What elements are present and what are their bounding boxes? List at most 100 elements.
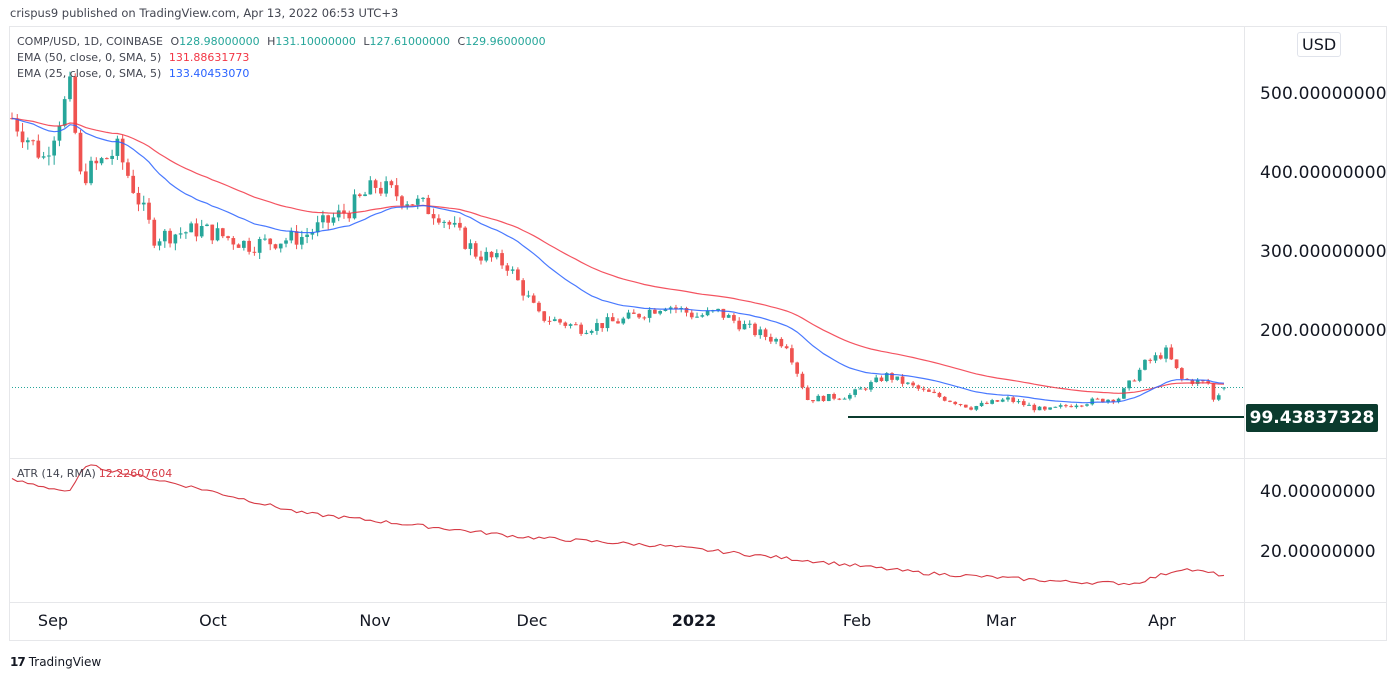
candle-body [721,308,726,318]
tradingview-branding[interactable]: 17 TradingView [10,655,101,669]
ema50-legend[interactable]: EMA (50, close, 0, SMA, 5) 131.88631773 [17,51,249,64]
candle-body [210,224,215,241]
candle-body [1100,398,1105,403]
candle-body [73,76,78,133]
candle-body [120,138,125,163]
candle-body [1064,405,1068,407]
candle-body [758,329,763,336]
candle-body [573,324,578,326]
candle-body [1216,395,1221,400]
atr-value: 12.22607604 [98,467,173,480]
time-tick-oct: Oct [199,611,227,630]
candle-body [674,307,678,309]
candle-body [911,382,915,386]
time-tick-nov: Nov [359,611,391,630]
candle-body [516,269,520,281]
candle-body [410,204,415,206]
atr-legend[interactable]: ATR (14, RMA) 12.22607604 [17,467,172,480]
candle-body [631,312,636,314]
candle-body [542,311,547,321]
time-tick-sep: Sep [37,611,69,630]
candle-body [405,204,410,206]
chart-frame [9,26,1387,641]
candle-body [853,389,857,395]
candle-body [969,407,973,410]
candle-body [784,346,789,349]
candle-body [695,316,699,318]
candle-body [526,295,531,297]
tradingview-name: TradingView [28,655,102,669]
candle-body [500,253,504,266]
ema25-label: EMA (25, close, 0, SMA, 5) [17,67,162,80]
candle-body [421,197,425,199]
candle-body [605,317,610,329]
candle-body [1222,387,1226,389]
candle-body [642,317,647,319]
symbol-legend[interactable]: COMP/USD, 1D, COINBASE O128.98000000 H13… [17,35,546,48]
candle-body [705,310,710,316]
candle-body [1132,380,1137,382]
candle-body [226,236,230,239]
candle-body [589,330,594,333]
candle-body [869,382,873,390]
candle-body [1116,398,1121,402]
candle-body [1069,406,1074,408]
candle-body [521,280,525,296]
candle-body [252,251,257,253]
horizontal-line-price-label[interactable]: 99.43837328 [1246,404,1378,432]
candle-body [927,389,931,392]
candle-body [1074,405,1079,408]
candle-body [747,323,752,325]
candle-body [326,215,331,223]
price-tick: 400.00000000 [1260,163,1387,183]
candle-body [653,309,657,314]
candle-body [447,221,452,225]
candle-body [400,196,404,206]
pane-divider[interactable] [9,458,1387,459]
candle-body [173,234,178,244]
candle-body [832,393,836,399]
candle-body [1106,399,1110,403]
candle-body [1169,347,1174,360]
candle-body [184,232,188,234]
candle-body [779,338,784,347]
candle-body [15,118,20,132]
candle-body [1153,355,1158,361]
atr-tick: 20.00000000 [1260,542,1376,562]
candle-body [958,404,963,406]
candle-body [837,398,842,400]
candle-body [379,187,383,194]
candle-body [1006,397,1010,400]
candle-body [473,243,478,257]
candle-body [647,309,652,318]
candle-body [689,312,694,318]
candle-body [331,217,336,223]
candle-body [563,322,568,326]
candle-body [415,198,420,205]
candle-body [531,295,536,303]
candle-body [963,404,968,408]
candle-body [600,323,605,329]
candle-body [842,398,847,400]
atr-line [11,464,1225,586]
candle-body [263,238,267,240]
candle-body [1042,406,1047,410]
candle-body [595,323,599,331]
candle-body [242,240,246,248]
candle-body [458,222,462,228]
currency-button[interactable]: USD [1297,32,1342,57]
candle-body [368,180,373,195]
candle-body [684,307,689,313]
candle-body [31,140,35,142]
candle-body [452,222,457,225]
candle-body [1179,368,1184,379]
candle-body [1048,407,1052,410]
candle-body [310,232,315,235]
candle-body [247,240,251,252]
candle-body [305,234,309,237]
candle-body [1058,405,1063,407]
candle-body [800,373,805,388]
ema25-legend[interactable]: EMA (25, close, 0, SMA, 5) 133.40453070 [17,67,249,80]
ema25-line [11,117,1225,404]
